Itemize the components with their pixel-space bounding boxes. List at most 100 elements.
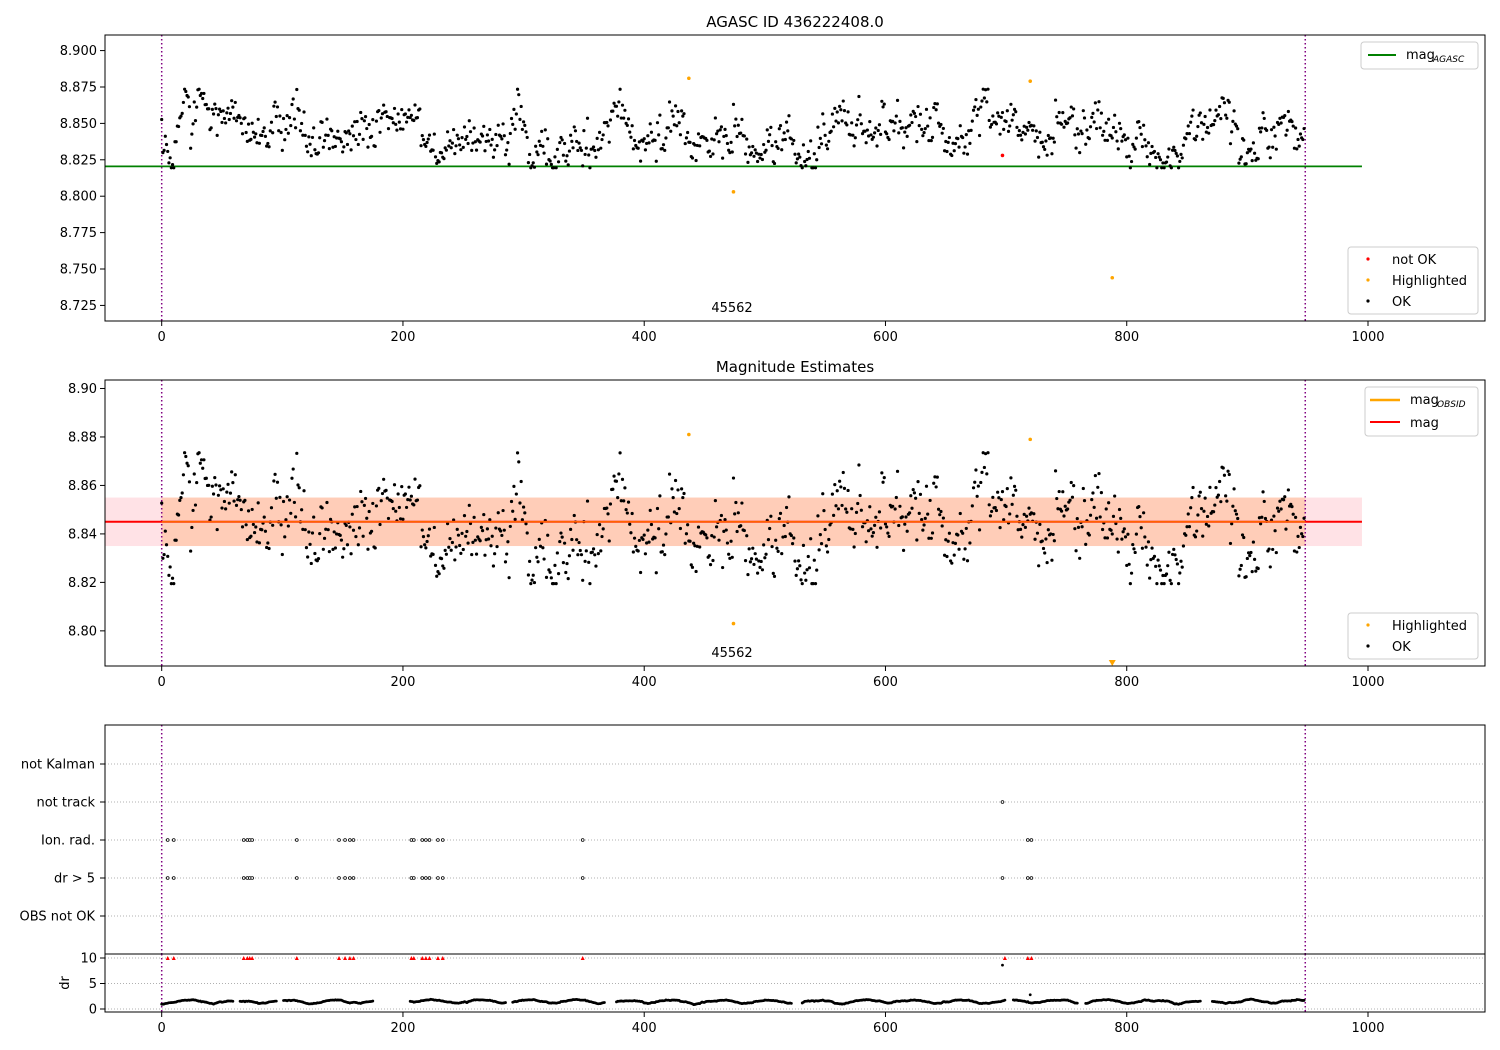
ok-point: [160, 501, 164, 505]
ok-point: [638, 570, 643, 575]
ok-point: [1202, 122, 1206, 126]
ok-point: [391, 121, 395, 125]
ok-point: [227, 501, 231, 505]
flag-point: [351, 838, 356, 842]
ok-point: [916, 104, 920, 109]
ok-point: [1300, 532, 1304, 536]
estimates-frame: [104, 379, 1486, 667]
ok-point: [251, 130, 255, 134]
dr-capped-marker: [343, 956, 348, 960]
ok-point: [361, 534, 365, 538]
ok-point: [765, 128, 769, 132]
ok-point: [308, 542, 312, 546]
dr-capped-marker: [347, 956, 352, 960]
ok-point: [467, 503, 471, 507]
ok-point: [1154, 564, 1158, 568]
ok-point: [834, 119, 838, 123]
ok-point: [694, 569, 698, 574]
ok-point: [1080, 132, 1084, 136]
ok-point: [848, 527, 853, 531]
ok-point: [743, 152, 748, 156]
x-tick-label: 0: [158, 1021, 166, 1036]
ok-point: [179, 496, 183, 500]
ok-point: [607, 140, 611, 144]
ok-point: [632, 138, 637, 143]
ok-point: [1010, 118, 1014, 122]
ok-point: [396, 492, 400, 496]
ok-point: [292, 500, 296, 505]
ok-point: [538, 544, 543, 548]
ok-point: [427, 133, 432, 137]
ok-point: [1189, 120, 1193, 124]
ok-point: [274, 496, 278, 500]
ok-point: [626, 500, 631, 504]
ok-point: [332, 135, 336, 139]
ok-point: [1080, 525, 1084, 529]
ok-point: [932, 481, 936, 485]
ok-point: [472, 126, 476, 130]
ok-point: [865, 128, 869, 132]
y-tick-label: 8.86: [68, 479, 97, 494]
ok-point: [1049, 532, 1053, 536]
x-tick-label: 200: [391, 1021, 416, 1036]
ok-point: [378, 522, 382, 527]
ok-point: [575, 538, 579, 542]
ok-point: [1033, 139, 1037, 143]
ok-point: [1051, 532, 1055, 537]
ok-point: [441, 564, 445, 568]
ok-point: [898, 119, 902, 123]
ok-point: [348, 525, 352, 529]
ok-point: [384, 110, 388, 114]
ok-point: [873, 523, 877, 528]
ok-point: [199, 91, 204, 96]
ok-point: [616, 114, 620, 118]
ok-point: [1063, 504, 1067, 508]
ok-point: [593, 553, 597, 557]
ok-point: [462, 125, 467, 129]
ok-point: [879, 526, 883, 530]
ok-point: [520, 518, 524, 522]
ok-point: [1059, 509, 1064, 513]
ok-point: [256, 117, 260, 121]
ok-point: [269, 120, 274, 124]
ok-point: [234, 119, 239, 123]
ok-point: [801, 143, 806, 147]
ok-point: [637, 140, 641, 144]
y-tick-label: 8.775: [60, 226, 97, 241]
ok-point: [982, 465, 986, 470]
ok-point: [547, 568, 551, 572]
ok-point: [281, 116, 286, 121]
ok-point: [1201, 137, 1205, 141]
flags-plot-area: [105, 725, 1485, 954]
ok-point: [431, 552, 435, 556]
ok-point: [681, 495, 685, 500]
dr-capped-marker: [435, 956, 440, 960]
ok-point: [1242, 138, 1246, 142]
ok-point: [725, 141, 730, 146]
ok-point: [1216, 493, 1221, 497]
ok-point: [455, 527, 459, 531]
flag-point: [171, 838, 176, 842]
ok-point: [956, 136, 960, 141]
flag-point: [337, 876, 341, 880]
ok-point: [1150, 546, 1154, 550]
ok-point: [1267, 547, 1271, 551]
ok-point: [760, 568, 765, 572]
ok-point: [210, 484, 214, 488]
ok-point: [503, 560, 508, 564]
ok-point: [684, 136, 689, 140]
agasc-line-legend: mag AGASC: [1360, 41, 1479, 70]
ok-point: [420, 528, 424, 532]
ok-point: [1201, 534, 1205, 538]
ok-point: [898, 504, 902, 508]
agasc-ticks: 0 200 400 600 800 10008.7258.7508.7758.8008.8…: [60, 44, 1385, 345]
ok-point: [1169, 581, 1173, 586]
ok-point: [696, 525, 701, 529]
ok-point: [448, 536, 452, 541]
ok-point: [1236, 127, 1240, 131]
ok-point: [1251, 141, 1255, 145]
ok-point: [287, 498, 292, 502]
ok-point: [646, 528, 650, 532]
dr-plot-area: [105, 954, 1485, 1012]
ok-point: [1301, 534, 1305, 539]
